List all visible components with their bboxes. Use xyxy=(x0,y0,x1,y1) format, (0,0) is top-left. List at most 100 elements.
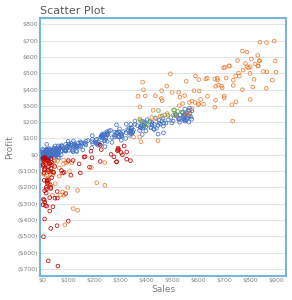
Point xyxy=(48,150,52,155)
Point xyxy=(62,170,66,175)
Point xyxy=(197,77,201,82)
Point xyxy=(126,128,131,133)
Point xyxy=(74,144,78,148)
Point xyxy=(72,143,76,148)
Point xyxy=(142,124,147,128)
Point xyxy=(184,117,189,122)
Point xyxy=(55,151,60,156)
Point xyxy=(222,95,227,100)
Point xyxy=(230,119,235,124)
Point xyxy=(251,85,255,89)
Point xyxy=(42,160,46,164)
Point xyxy=(107,128,112,133)
Point xyxy=(41,202,45,207)
Point xyxy=(41,171,46,176)
Point xyxy=(49,153,54,158)
Point xyxy=(112,130,117,135)
Point xyxy=(119,131,124,136)
Point xyxy=(55,151,59,156)
Point xyxy=(62,223,67,227)
Text: Scatter Plot: Scatter Plot xyxy=(40,6,105,16)
Point xyxy=(48,186,53,191)
Point xyxy=(47,149,52,154)
Point xyxy=(66,142,71,146)
Point xyxy=(183,118,188,122)
Point xyxy=(48,183,53,188)
Point xyxy=(82,140,87,145)
Point xyxy=(49,167,53,171)
Point xyxy=(257,58,262,63)
Point xyxy=(128,128,133,132)
Point xyxy=(223,65,227,70)
Point xyxy=(83,142,88,146)
Point xyxy=(189,117,194,122)
Point xyxy=(43,159,47,164)
Point xyxy=(129,125,134,130)
Point xyxy=(119,134,124,139)
Point xyxy=(104,135,108,140)
Point xyxy=(148,125,153,130)
Point xyxy=(270,78,275,82)
Point xyxy=(44,158,48,163)
Point xyxy=(137,128,142,133)
Point xyxy=(44,148,48,153)
Point xyxy=(46,178,51,182)
Point xyxy=(151,108,155,113)
Point xyxy=(48,161,52,166)
Point xyxy=(58,145,62,149)
Point xyxy=(245,50,249,55)
Point xyxy=(53,148,58,153)
Point xyxy=(42,178,47,183)
Point xyxy=(273,58,277,63)
Point xyxy=(93,140,98,145)
Point xyxy=(44,185,48,190)
Point xyxy=(188,111,192,116)
Point xyxy=(177,120,182,125)
Point xyxy=(89,149,93,154)
Point xyxy=(44,152,48,157)
Point xyxy=(79,144,83,148)
Point xyxy=(64,160,68,165)
Point xyxy=(41,156,45,161)
Point xyxy=(50,150,54,155)
Point xyxy=(51,149,56,154)
Point xyxy=(171,108,176,112)
Point xyxy=(55,147,60,152)
Point xyxy=(143,121,147,125)
Point xyxy=(124,157,129,162)
Point xyxy=(42,154,46,158)
Point xyxy=(162,112,167,117)
Point xyxy=(49,175,54,180)
Point xyxy=(44,159,48,164)
Point xyxy=(105,130,110,135)
Point xyxy=(133,122,138,127)
Point xyxy=(256,64,260,68)
Point xyxy=(42,156,47,161)
Point xyxy=(47,150,51,154)
Point xyxy=(161,130,166,135)
Point xyxy=(127,133,132,138)
Point xyxy=(160,118,164,123)
Point xyxy=(41,156,46,161)
Point xyxy=(61,158,66,162)
Point xyxy=(168,71,173,76)
Point xyxy=(53,143,57,148)
Point xyxy=(205,94,210,99)
Point xyxy=(48,151,53,156)
Point xyxy=(55,150,60,155)
Point xyxy=(41,158,45,162)
Point xyxy=(48,169,52,174)
Point xyxy=(253,61,257,66)
Point xyxy=(49,162,54,167)
Point xyxy=(57,156,61,161)
Point xyxy=(61,193,66,198)
Point xyxy=(110,135,114,140)
Point xyxy=(42,217,47,221)
Point xyxy=(43,203,48,208)
Point xyxy=(106,132,110,137)
Point xyxy=(144,129,148,134)
Point xyxy=(235,58,240,63)
Point xyxy=(47,148,52,152)
Point xyxy=(60,144,64,149)
Point xyxy=(119,150,124,155)
